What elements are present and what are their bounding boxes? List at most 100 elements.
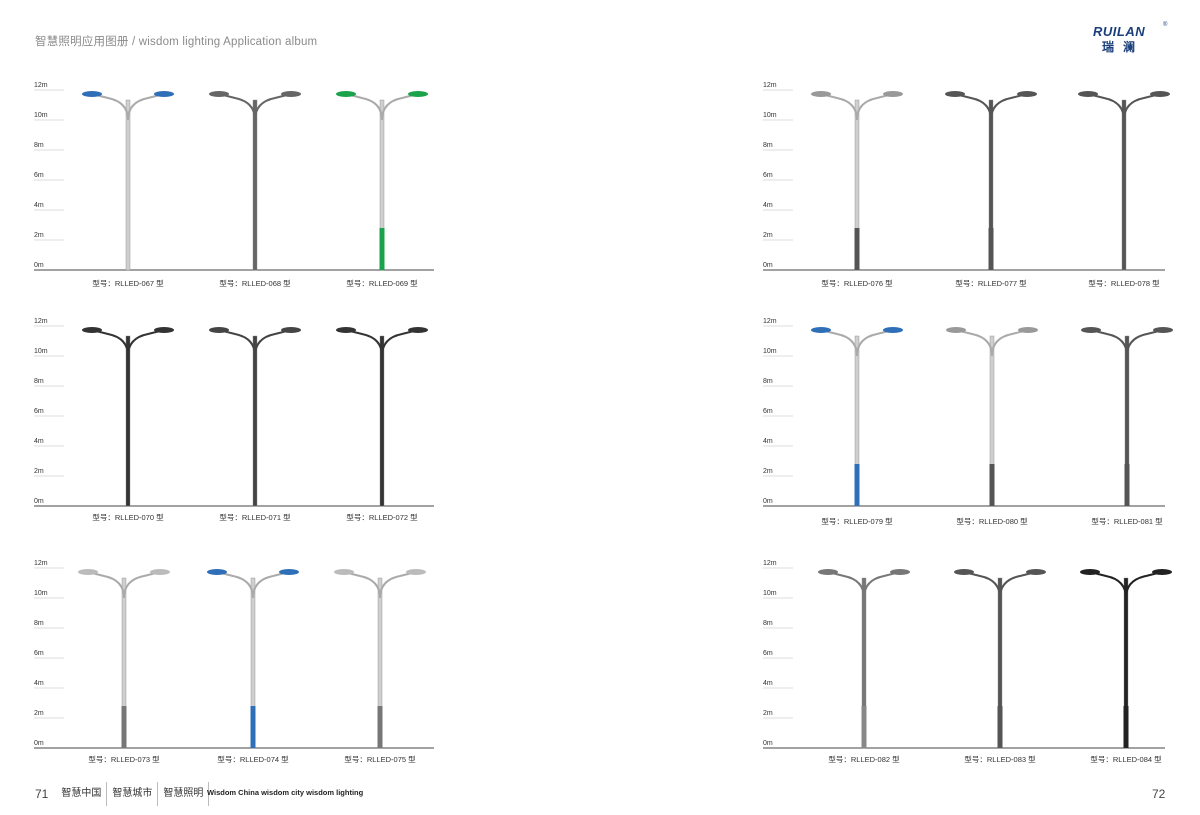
model-label: 型号：RLLED-073 型 [88,755,160,764]
street-light-pole [1081,327,1173,507]
height-scale-label: 2m [763,232,773,239]
catalog-panel: 12m 10m 8m 6m 4m 2m 0m 型号：RLLED-082 型 型号：RLLED-0… [763,558,1172,773]
street-light-pole [1080,569,1172,749]
pole-drawing: 12m 10m 8m 6m 4m 2m 0m [34,82,434,271]
street-light-pole [811,327,903,507]
model-label: 型号：RLLED-078 型 [1088,279,1160,288]
footer-item-smart-city: 智慧城市 [112,788,153,799]
catalog-panel: 12m 10m 8m 6m 4m 2m 0m 型号：RLLED-076 型 型号：RLLED-0… [763,80,1170,295]
height-scale-label: 0m [34,740,44,747]
model-label: 型号：RLLED-084 型 [1090,755,1162,764]
model-label: 型号：RLLED-076 型 [821,279,893,288]
height-scale-label: 2m [34,232,44,239]
height-scale-label: 8m [763,142,773,149]
brand-registered-mark: ® [1163,22,1168,28]
brand-name-cn: 瑞澜 [1102,40,1145,54]
footer-divider [157,782,159,806]
height-scale-label: 6m [763,172,773,179]
catalog-panel: 12m 10m 8m 6m 4m 2m 0m 型号：RLLED-070 型 型号：RLLED-0… [34,316,434,531]
catalog-panel: 12m 10m 8m 6m 4m 2m 0m 型号：RLLED-079 型 型号：RLLED-0… [763,316,1173,531]
height-scale-label: 8m [34,142,44,149]
model-label: 型号：RLLED-070 型 [92,513,164,522]
model-label: 型号：RLLED-074 型 [217,755,289,764]
footer-divider [106,782,108,806]
height-scale-label: 12m [34,318,48,325]
model-label: 型号：RLLED-072 型 [346,513,418,522]
pole-drawing: 12m 10m 8m 6m 4m 2m 0m [763,82,1170,271]
street-light-pole [207,569,299,749]
height-scale-label: 12m [763,560,777,567]
height-scale-label: 8m [763,378,773,385]
model-label: 型号：RLLED-071 型 [219,513,291,522]
street-light-pole [209,327,301,507]
brand-name-en: RUILAN [1093,24,1146,39]
height-scale-label: 10m [763,348,777,355]
footer-item-smart-china: 智慧中国 [61,788,102,799]
height-scale-label: 8m [763,620,773,627]
height-scale-label: 12m [763,318,777,325]
height-scale-label: 6m [763,650,773,657]
height-scale-label: 6m [763,408,773,415]
height-scale-label: 6m [34,408,44,415]
height-scale-label: 4m [34,202,44,209]
street-light-pole [78,569,170,749]
model-label: 型号：RLLED-075 型 [344,755,416,764]
street-light-pole [82,327,174,507]
street-light-pole [811,91,903,271]
height-scale-label: 0m [763,740,773,747]
height-scale-label: 4m [34,438,44,445]
street-light-pole [954,569,1046,749]
catalog-panel: 12m 10m 8m 6m 4m 2m 0m 型号：RLLED-067 型 型号：RLLED-0… [34,80,434,295]
street-light-pole [334,569,426,749]
model-label: 型号：RLLED-083 型 [964,755,1036,764]
height-scale-label: 10m [763,112,777,119]
height-scale-label: 4m [763,438,773,445]
page-number-left: 71 [35,787,49,801]
model-label: 型号：RLLED-081 型 [1091,517,1163,526]
pole-drawing: 12m 10m 8m 6m 4m 2m 0m [763,318,1173,507]
height-scale-label: 4m [763,202,773,209]
model-label: 型号：RLLED-069 型 [346,279,418,288]
model-label: 型号：RLLED-068 型 [219,279,291,288]
pole-drawing: 12m 10m 8m 6m 4m 2m 0m [763,560,1172,749]
height-scale-label: 6m [34,172,44,179]
height-scale-label: 2m [763,468,773,475]
street-light-pole [946,327,1038,507]
footer-slogan: Wisdom China wisdom city wisdom lighting [207,788,364,797]
height-scale-label: 4m [34,680,44,687]
footer-divider [208,782,210,806]
street-light-pole [336,327,428,507]
height-scale-label: 10m [34,590,48,597]
street-light-pole [945,91,1037,271]
height-scale-label: 12m [34,82,48,89]
pole-drawing: 12m 10m 8m 6m 4m 2m 0m [34,560,434,749]
street-light-pole [336,91,428,271]
street-light-pole [1078,91,1170,271]
height-scale-label: 10m [34,112,48,119]
height-scale-label: 0m [34,262,44,269]
height-scale-label: 10m [763,590,777,597]
street-light-pole [818,569,910,749]
model-label: 型号：RLLED-082 型 [828,755,900,764]
brand-logo: RUILAN ® 瑞澜 [1093,22,1173,56]
model-label: 型号：RLLED-079 型 [821,517,893,526]
height-scale-label: 0m [763,498,773,505]
footer-item-smart-lighting: 智慧照明 [163,788,204,799]
height-scale-label: 0m [34,498,44,505]
pole-drawing: 12m 10m 8m 6m 4m 2m 0m [34,318,434,507]
height-scale-label: 8m [34,620,44,627]
height-scale-label: 2m [34,468,44,475]
height-scale-label: 10m [34,348,48,355]
model-label: 型号：RLLED-080 型 [956,517,1028,526]
height-scale-label: 6m [34,650,44,657]
height-scale-label: 4m [763,680,773,687]
model-label: 型号：RLLED-077 型 [955,279,1027,288]
height-scale-label: 0m [763,262,773,269]
height-scale-label: 12m [34,560,48,567]
model-label: 型号：RLLED-067 型 [92,279,164,288]
album-title: 智慧照明应用图册 / wisdom lighting Application a… [35,36,318,48]
footer: 71 智慧中国 智慧城市 智慧照明 [35,782,210,806]
street-light-pole [82,91,174,271]
street-light-pole [209,91,301,271]
height-scale-label: 12m [763,82,777,89]
